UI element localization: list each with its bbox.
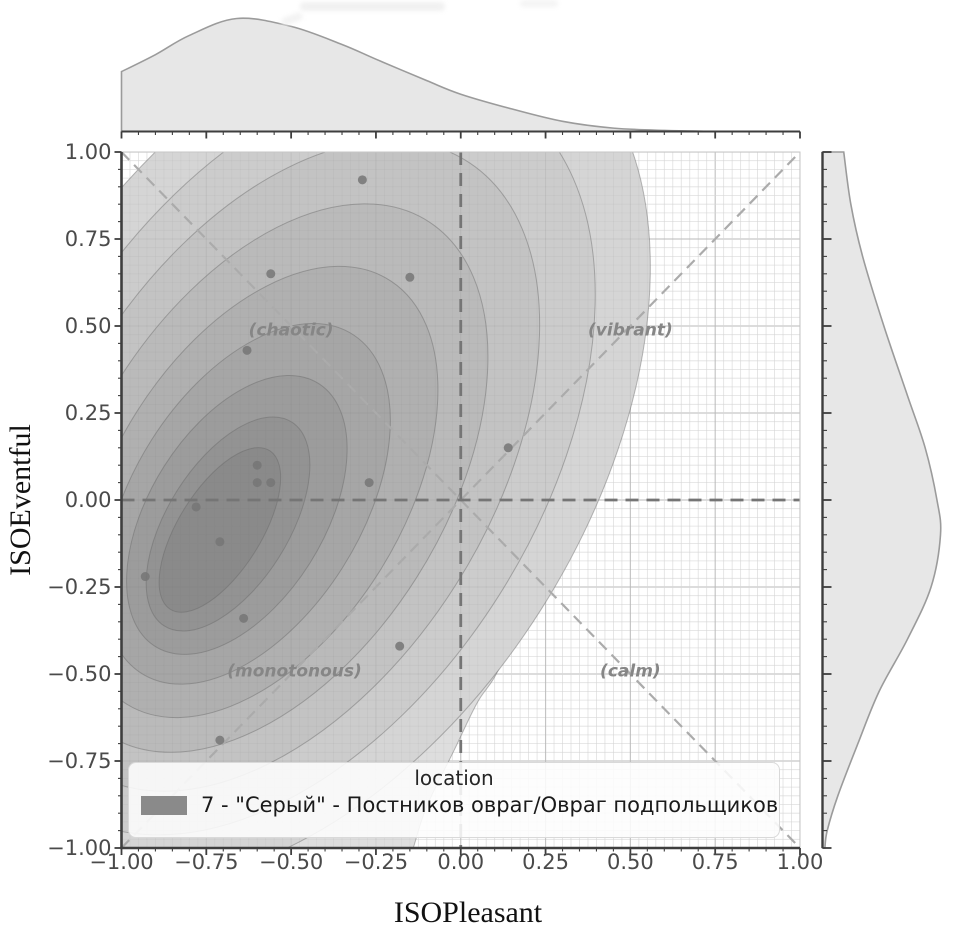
- kde-contours: [121, 152, 797, 848]
- legend-title: location: [414, 766, 494, 790]
- x-tick-label: −0.50: [259, 850, 323, 874]
- data-point: [395, 641, 405, 651]
- y-axis-title: ISOEventful: [4, 424, 37, 576]
- quadrant-label: (calm): [600, 662, 661, 682]
- right-marginal-density: [821, 151, 942, 849]
- right-marginal-axes: [821, 151, 942, 849]
- data-point: [252, 478, 262, 488]
- y-tick-label: 0.75: [65, 227, 112, 251]
- quadrant-label: (vibrant): [588, 320, 673, 340]
- data-point: [239, 613, 249, 623]
- y-tick-label: 0.25: [65, 401, 112, 425]
- y-tick-label: 0.00: [65, 488, 112, 512]
- data-point: [364, 478, 374, 488]
- legend-entry-label: 7 - "Серый" - Постников овраг/Овраг подп…: [201, 793, 779, 817]
- data-point: [191, 502, 201, 512]
- data-point: [405, 272, 415, 282]
- y-tick-label: −0.75: [47, 749, 111, 773]
- x-tick-label: −0.75: [174, 850, 238, 874]
- y-tick-label: 0.50: [65, 314, 112, 338]
- data-point: [242, 345, 252, 355]
- legend-swatch: [141, 795, 187, 815]
- top-marginal-density: [120, 17, 801, 133]
- top-marginal-axes: [120, 17, 801, 139]
- legend: location 7 - "Серый" - Постников овраг/О…: [128, 762, 780, 838]
- y-tick-label: −0.50: [47, 662, 111, 686]
- cropped-title-remnant: [520, 0, 558, 7]
- main-axes: (chaotic) (vibrant) (monotonous) (calm): [121, 152, 800, 848]
- data-point: [503, 443, 513, 453]
- y-tick-label: 1.00: [65, 140, 112, 164]
- y-tick-label: −0.25: [47, 575, 111, 599]
- kde-contour-level: [135, 428, 304, 632]
- data-point: [215, 735, 225, 745]
- x-tick-label: −0.25: [344, 850, 408, 874]
- x-tick-label: 1.00: [777, 850, 824, 874]
- x-tick-label: 0.75: [692, 850, 739, 874]
- x-tick-label: 0.25: [522, 850, 569, 874]
- data-point: [357, 175, 367, 185]
- x-tick-label: 0.00: [437, 850, 484, 874]
- axes-decorations: −1.00 1.00 −0.75 0.75 −0.50 0.50 −0.25 0.25 0.00…: [47, 140, 823, 874]
- data-point: [140, 572, 150, 582]
- y-tick-label: −1.00: [47, 836, 111, 860]
- data-point: [266, 478, 276, 488]
- quadrant-label: (monotonous): [227, 662, 362, 682]
- x-axis-title: ISOPleasant: [394, 896, 543, 929]
- data-point: [266, 269, 276, 279]
- data-point: [215, 537, 225, 547]
- cropped-title-remnant: [300, 2, 445, 11]
- data-point: [252, 460, 262, 470]
- x-tick-label: 0.50: [607, 850, 654, 874]
- x-tick-label: −1.00: [89, 850, 153, 874]
- quadrant-label: (chaotic): [249, 320, 334, 340]
- legend-entry: 7 - "Серый" - Постников овраг/Овраг подп…: [129, 793, 779, 817]
- scatter-points: [140, 175, 513, 745]
